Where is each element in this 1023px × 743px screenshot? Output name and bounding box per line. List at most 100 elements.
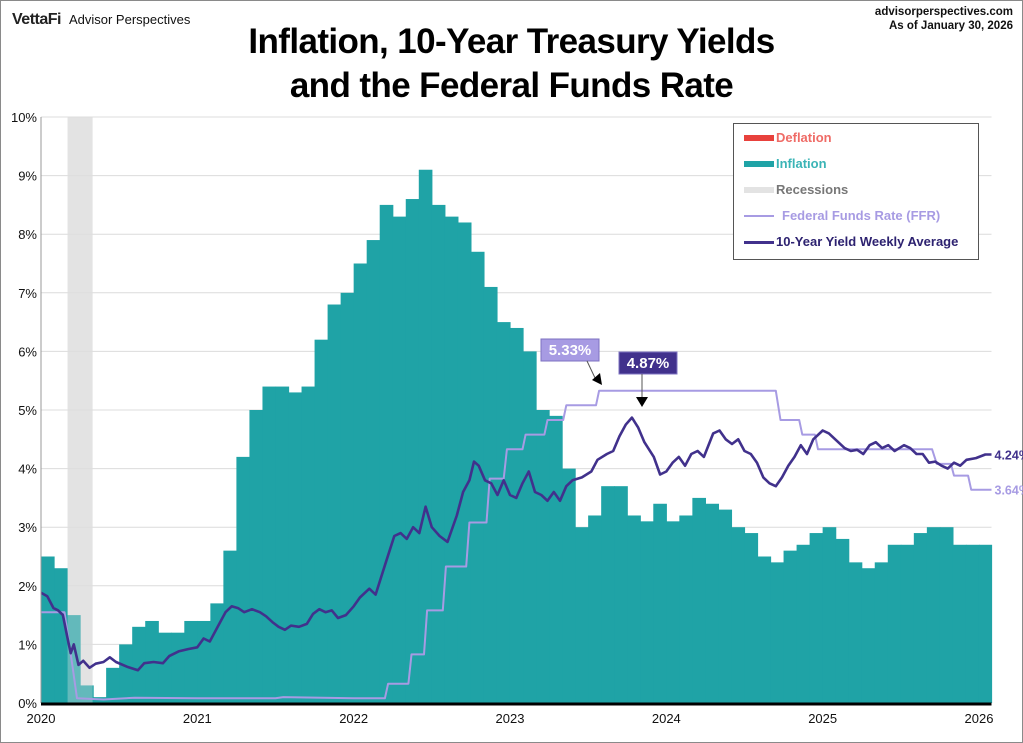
inflation-bar [978, 544, 993, 703]
inflation-bar [744, 533, 759, 703]
inflation-bar [614, 486, 628, 703]
yield-end-label: 4.24% [995, 449, 1023, 463]
inflation-bar [718, 509, 733, 703]
legend: Deflation Inflation Recessions Federal Fund… [733, 123, 979, 260]
x-tick-label: 2022 [339, 711, 368, 726]
legend-label: 10-Year Yield Weekly Average [776, 234, 959, 249]
y-tick-label: 2% [18, 579, 37, 594]
legend-item: Inflation [744, 155, 827, 173]
inflation-bar [796, 544, 811, 703]
inflation-bar [67, 615, 81, 703]
inflation-bar [562, 468, 576, 703]
yield-callout-text: 4.87% [627, 355, 670, 372]
lines-layer [40, 389, 992, 701]
inflation-bar [588, 515, 602, 703]
legend-label: Inflation [776, 156, 827, 171]
inflation-bar [431, 204, 446, 703]
y-tick-label: 5% [18, 403, 37, 418]
legend-label: Recessions [776, 182, 849, 197]
inflation-bar [444, 216, 459, 703]
inflation-bar [288, 392, 303, 703]
inflation-bar [470, 251, 485, 703]
inflation-bar [523, 351, 537, 703]
inflation-bar [601, 486, 615, 703]
x-tick-label: 2020 [27, 711, 56, 726]
inflation-bar [184, 620, 198, 703]
yield-callout-arrow [636, 397, 648, 407]
inflation-bar [809, 533, 824, 703]
vettafi-logo: VettaFi [12, 11, 61, 28]
inflation-bar [783, 550, 798, 703]
inflation-bar [666, 521, 680, 703]
inflation-bar [262, 386, 277, 703]
inflation-bar [939, 527, 954, 703]
legend-swatch-icon [744, 161, 774, 167]
inflation-bar [874, 562, 889, 703]
legend-item: Recessions [744, 181, 848, 199]
inflation-bar [965, 544, 980, 703]
legend-label: Deflation [776, 130, 832, 145]
inflation-bar [679, 515, 693, 703]
inflation-bar [340, 292, 355, 703]
legend-swatch-icon [744, 240, 774, 244]
ffr-callout-box [540, 338, 600, 362]
inflation-bar [106, 667, 120, 703]
ffr-line [41, 389, 992, 701]
chart-title: Inflation, 10-Year Treasury Yields and t… [215, 20, 808, 108]
axes-layer: 0% 1% 2% 3% 4% 5% 6% 7% 8% 9% 10% 2020 2021 2022 2023 2… [11, 110, 993, 726]
inflation-bar [926, 527, 941, 703]
ffr-callout-text: 5.33% [549, 342, 592, 359]
inflation-bar [536, 410, 550, 703]
inflation-bar [392, 216, 407, 703]
inflation-bar [692, 497, 706, 703]
inflation-bar [913, 533, 928, 703]
source-url: advisorperspectives.com [874, 6, 1013, 18]
recession-overlay [67, 117, 93, 703]
inflation-bar [119, 644, 133, 703]
inflation-bar [158, 632, 172, 703]
inflation-bar [236, 456, 251, 703]
inflation-bar [366, 240, 381, 703]
inflation-bar [210, 603, 224, 703]
inflation-bar [705, 503, 720, 703]
inflation-bar [405, 199, 420, 704]
x-tick-label: 2026 [965, 711, 994, 726]
legend-swatch-icon [744, 215, 774, 217]
inflation-bar [861, 568, 876, 703]
ffr-end-label: 3.64% [995, 484, 1023, 498]
inflation-bar [54, 568, 68, 703]
yield-callout-box [618, 351, 678, 375]
inflation-bar [457, 222, 472, 704]
ffr-callout-leader [586, 360, 597, 381]
y-tick-label: 1% [18, 637, 37, 652]
y-tick-label: 9% [18, 169, 37, 184]
inflation-bar [197, 620, 211, 703]
legend-item: Deflation [744, 129, 832, 147]
annotations-layer: 4.24% 3.64% 5.33% 4.87% [540, 338, 1023, 498]
inflation-bar [509, 327, 524, 703]
yield-line [40, 416, 992, 672]
x-tick-label: 2023 [496, 711, 525, 726]
inflation-bar [653, 503, 667, 703]
legend-item: Federal Funds Rate (FFR) [744, 207, 940, 225]
ffr-callout-arrow [592, 373, 602, 385]
inflation-bar [379, 204, 394, 703]
inflation-bar [171, 632, 185, 703]
x-tick-label: 2025 [808, 711, 837, 726]
inflation-bar [132, 626, 146, 703]
x-tick-label: 2021 [183, 711, 212, 726]
inflation-bar [223, 550, 238, 703]
brand-name: Advisor Perspectives [68, 12, 191, 27]
inflation-bar [249, 410, 264, 703]
inflation-bar [418, 169, 433, 704]
legend-item: 10-Year Yield Weekly Average [744, 233, 958, 251]
inflation-bar [353, 263, 368, 703]
inflation-bar [275, 386, 290, 703]
legend-swatch-icon [744, 187, 774, 193]
legend-swatch-icon [744, 135, 774, 141]
y-tick-label: 10% [11, 110, 37, 125]
y-tick-label: 0% [18, 696, 37, 711]
inflation-bar [496, 322, 511, 703]
source-info: advisorperspectives.com As of January 30… [875, 5, 1013, 33]
inflation-bar [314, 339, 329, 703]
